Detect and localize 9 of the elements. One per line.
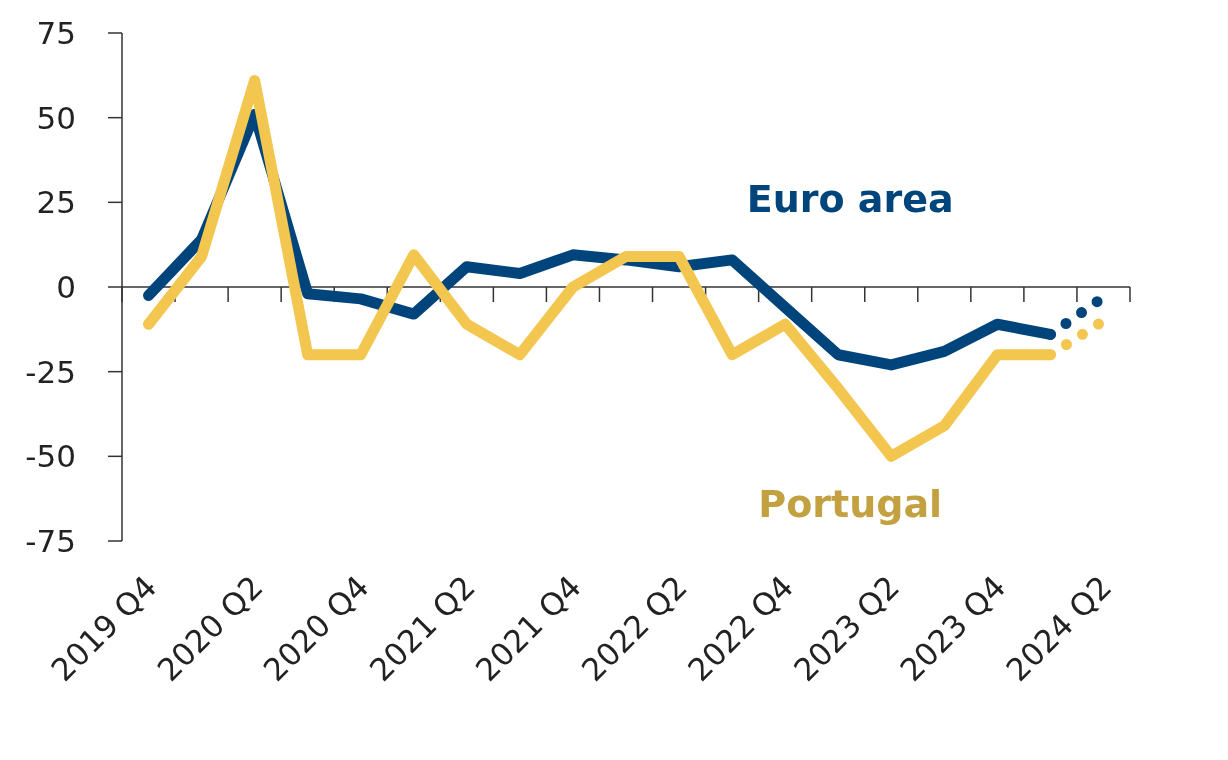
series-label: Portugal — [758, 482, 943, 527]
y-tick-label: 50 — [36, 99, 76, 136]
y-tick-label: -75 — [25, 522, 76, 559]
y-tick-label: -50 — [25, 438, 76, 475]
y-tick-label: 25 — [36, 184, 76, 221]
series-label: Euro area — [746, 177, 954, 222]
y-tick-label: 0 — [56, 268, 76, 305]
y-tick-label: -25 — [25, 353, 76, 390]
y-tick-label: 75 — [36, 14, 76, 51]
